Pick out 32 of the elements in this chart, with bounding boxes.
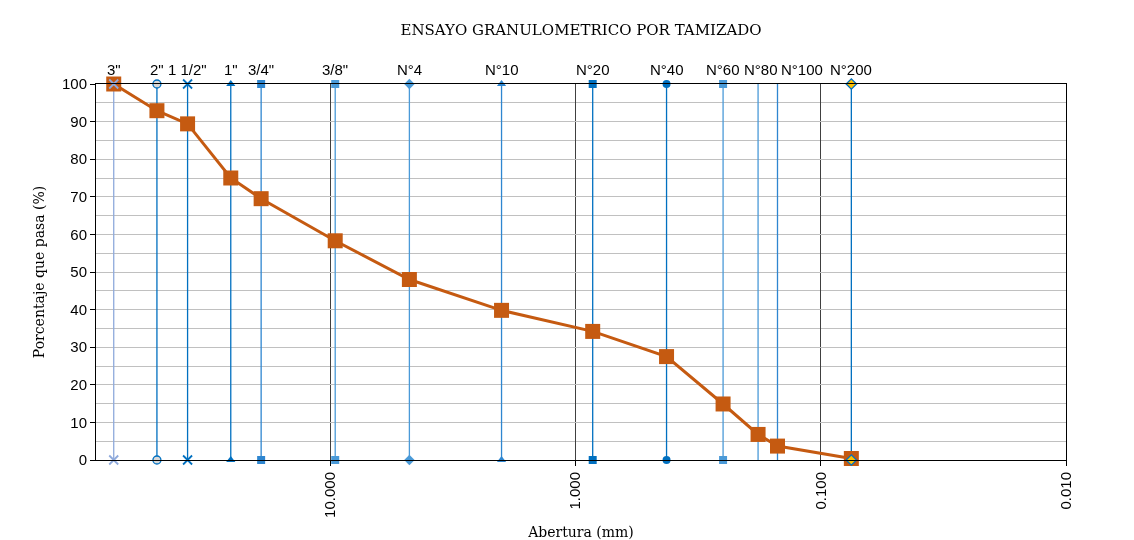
- series-label: N°80: [744, 61, 778, 78]
- series-label: 1": [224, 61, 238, 78]
- x-tick-label: 0.010: [1056, 472, 1074, 510]
- series-label: N°10: [485, 61, 519, 78]
- x-tick-label: 0.100: [811, 472, 829, 510]
- y-tick-label: 80: [70, 150, 87, 168]
- series-label: N°200: [830, 61, 872, 78]
- y-axis-title: Porcentaje que pasa (%): [30, 185, 47, 359]
- series-label: N°60: [706, 61, 740, 78]
- y-tick-label: 70: [70, 188, 87, 206]
- y-tick-label: 0: [78, 451, 87, 469]
- series-label: 3": [107, 61, 121, 78]
- x-tick-label: 1.000: [566, 472, 584, 510]
- series-label: 3/4": [248, 61, 275, 78]
- y-tick-label: 30: [70, 338, 87, 356]
- y-tick-label: 100: [61, 75, 87, 93]
- series-label: N°100: [781, 61, 823, 78]
- series-label: 3/8": [322, 61, 349, 78]
- y-tick-label: 20: [70, 376, 87, 394]
- series-label: 1 1/2": [168, 61, 207, 78]
- chart-title: ENSAYO GRANULOMETRICO POR TAMIZADO: [400, 21, 762, 40]
- series-label: N°40: [650, 61, 684, 78]
- series-label: N°20: [576, 61, 610, 78]
- y-tick-label: 10: [70, 413, 87, 431]
- y-tick-label: 50: [70, 263, 87, 281]
- y-tick-label: 90: [70, 112, 87, 130]
- series-label: 2": [150, 61, 164, 78]
- x-tick-label: 10.000: [320, 472, 338, 518]
- x-axis-title: Abertura (mm): [527, 524, 634, 540]
- y-tick-label: 60: [70, 225, 87, 243]
- series-label: N°4: [397, 61, 423, 78]
- y-tick-label: 40: [70, 300, 87, 318]
